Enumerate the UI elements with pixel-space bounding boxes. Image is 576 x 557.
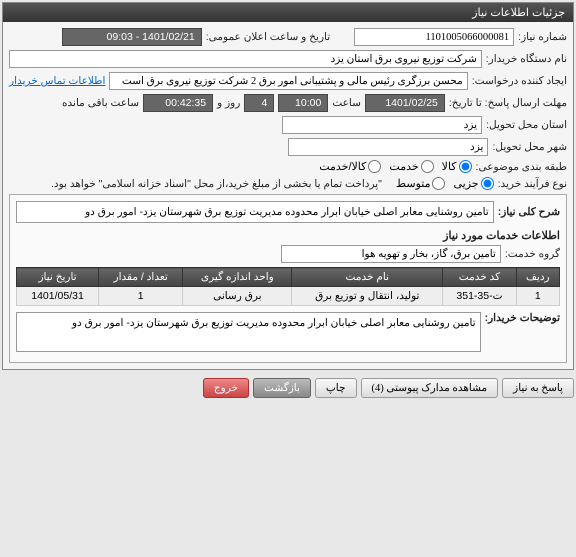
announce-field: 1401/02/21 - 09:03: [62, 28, 202, 46]
th-date: تاریخ نیاز: [17, 268, 99, 287]
process-radio-group: جزیی متوسط: [396, 177, 494, 190]
th-name: نام خدمت: [292, 268, 443, 287]
row-category: طبقه بندی موضوعی: کالا خدمت کالا/خدمت: [9, 160, 567, 173]
th-qty: تعداد / مقدار: [99, 268, 183, 287]
requester-field: محسن برزگری رئیس مالی و پشتیبانی امور بر…: [109, 72, 467, 90]
button-row: پاسخ به نیاز مشاهده مدارک پیوستی (4) چاپ…: [0, 372, 576, 404]
city-field: یزد: [288, 138, 488, 156]
row-main-desc: شرح کلی نیاز: تامین روشنایی معابر اصلی خ…: [16, 201, 560, 223]
radio-service[interactable]: خدمت: [389, 160, 433, 173]
radio-goods-input[interactable]: [459, 160, 472, 173]
remaining-label: ساعت باقی مانده: [62, 97, 139, 109]
requester-label: ایجاد کننده درخواست:: [472, 75, 567, 87]
buyer-field: شرکت توزیع نیروی برق استان یزد: [9, 50, 482, 68]
need-number-label: شماره نیاز:: [518, 31, 567, 43]
td-code: ت-35-351: [443, 287, 516, 306]
radio-partial-input[interactable]: [481, 177, 494, 190]
deadline-label: مهلت ارسال پاسخ: تا تاریخ:: [449, 97, 567, 109]
table-header-row: ردیف کد خدمت نام خدمت واحد اندازه گیری ت…: [17, 268, 560, 287]
services-title: اطلاعات خدمات مورد نیاز: [16, 229, 560, 242]
row-deadline: مهلت ارسال پاسخ: تا تاریخ: 1401/02/25 سا…: [9, 94, 567, 112]
radio-goods[interactable]: کالا: [442, 160, 472, 173]
panel-title: جزئیات اطلاعات نیاز: [3, 3, 573, 22]
category-label: طبقه بندی موضوعی:: [476, 161, 567, 173]
main-desc-box: تامین روشنایی معابر اصلی خیابان ابرار مح…: [16, 201, 494, 223]
radio-medium-input[interactable]: [432, 177, 445, 190]
process-label: نوع فرآیند خرید:: [498, 178, 567, 190]
td-row: 1: [516, 287, 559, 306]
services-table: ردیف کد خدمت نام خدمت واحد اندازه گیری ت…: [16, 267, 560, 306]
contact-link[interactable]: اطلاعات تماس خریدار: [9, 75, 105, 87]
buyer-notes-label: توضیحات خریدار:: [485, 312, 560, 324]
td-name: تولید، انتقال و توزیع برق: [292, 287, 443, 306]
service-group-field: تامین برق، گاز، بخار و تهویه هوا: [281, 245, 501, 263]
exit-button[interactable]: خروج: [203, 378, 249, 398]
row-province: استان محل تحویل: یزد: [9, 116, 567, 134]
back-button[interactable]: بازگشت: [253, 378, 311, 398]
buyer-notes-box: تامین روشنایی معابر اصلی خیابان ابرار مح…: [16, 312, 481, 352]
deadline-time-field: 10:00: [278, 94, 328, 112]
table-row: 1 ت-35-351 تولید، انتقال و توزیع برق برق…: [17, 287, 560, 306]
radio-both-input[interactable]: [368, 160, 381, 173]
row-process: نوع فرآیند خرید: جزیی متوسط "پرداخت تمام…: [9, 177, 567, 190]
city-label: شهر محل تحویل:: [492, 141, 567, 153]
days-label: روز و: [217, 97, 240, 109]
row-city: شهر محل تحویل: یزد: [9, 138, 567, 156]
respond-button[interactable]: پاسخ به نیاز: [502, 378, 574, 398]
attachments-button[interactable]: مشاهده مدارک پیوستی (4): [361, 378, 499, 398]
print-button[interactable]: چاپ: [315, 378, 357, 398]
th-row: ردیف: [516, 268, 559, 287]
need-number-field: 1101005066000081: [354, 28, 514, 46]
main-desc-label: شرح کلی نیاز:: [498, 206, 560, 218]
inner-panel: شرح کلی نیاز: تامین روشنایی معابر اصلی خ…: [9, 194, 567, 363]
th-code: کد خدمت: [443, 268, 516, 287]
row-need-number: شماره نیاز: 1101005066000081 تاریخ و ساع…: [9, 28, 567, 46]
service-group-label: گروه خدمت:: [505, 248, 560, 260]
td-qty: 1: [99, 287, 183, 306]
radio-medium[interactable]: متوسط: [396, 177, 446, 190]
th-unit: واحد اندازه گیری: [183, 268, 292, 287]
radio-service-input[interactable]: [421, 160, 434, 173]
buyer-label: نام دستگاه خریدار:: [486, 53, 567, 65]
panel-body: شماره نیاز: 1101005066000081 تاریخ و ساع…: [3, 22, 573, 369]
td-unit: برق رسانی: [183, 287, 292, 306]
process-note: "پرداخت تمام یا بخشی از مبلغ خرید،از محل…: [51, 178, 382, 190]
days-field: 4: [244, 94, 274, 112]
row-buyer-notes: توضیحات خریدار: تامین روشنایی معابر اصلی…: [16, 312, 560, 352]
category-radio-group: کالا خدمت کالا/خدمت: [319, 160, 471, 173]
province-field: یزد: [282, 116, 482, 134]
remaining-time-field: 00:42:35: [143, 94, 213, 112]
main-panel: جزئیات اطلاعات نیاز شماره نیاز: 11010050…: [2, 2, 574, 370]
radio-partial[interactable]: جزیی: [453, 177, 493, 190]
deadline-date-field: 1401/02/25: [365, 94, 445, 112]
row-buyer: نام دستگاه خریدار: شرکت توزیع نیروی برق …: [9, 50, 567, 68]
row-requester: ایجاد کننده درخواست: محسن برزگری رئیس ما…: [9, 72, 567, 90]
td-date: 1401/05/31: [17, 287, 99, 306]
row-service-group: گروه خدمت: تامین برق، گاز، بخار و تهویه …: [16, 245, 560, 263]
announce-label: تاریخ و ساعت اعلان عمومی:: [206, 31, 330, 43]
radio-both[interactable]: کالا/خدمت: [319, 160, 381, 173]
time-label-1: ساعت: [332, 97, 361, 109]
province-label: استان محل تحویل:: [486, 119, 567, 131]
